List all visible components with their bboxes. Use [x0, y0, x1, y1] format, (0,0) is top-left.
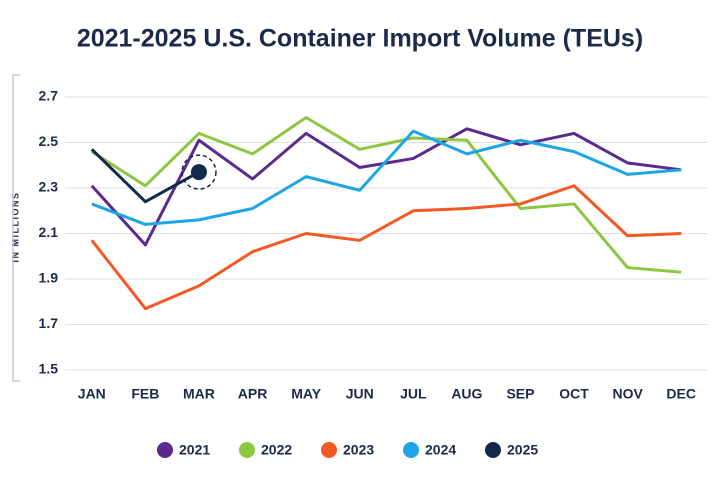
series-line: [91, 129, 682, 226]
legend-swatch: [403, 442, 419, 458]
y-tick-label: 1.7: [39, 315, 59, 331]
x-tick-label: SEP: [506, 386, 534, 402]
x-tick-label: OCT: [559, 386, 589, 402]
y-axis-label: IN MILLIONS: [10, 192, 20, 263]
y-tick-label: 2.5: [39, 133, 59, 149]
highlight-ring: [181, 154, 217, 190]
axis-bracket: [12, 74, 20, 382]
x-tick-label: DEC: [666, 386, 696, 402]
x-tick-label: NOV: [612, 386, 643, 402]
legend-swatch: [485, 442, 501, 458]
y-tick-label: 2.1: [39, 224, 59, 240]
x-tick-label: APR: [238, 386, 268, 402]
x-tick-label: FEB: [131, 386, 159, 402]
y-tick-label: 1.9: [39, 270, 59, 286]
x-tick-label: JUN: [346, 386, 374, 402]
legend-label: 2022: [261, 442, 292, 458]
chart-title: 2021-2025 U.S. Container Import Volume (…: [77, 25, 643, 53]
x-tick-label: MAR: [183, 386, 215, 402]
legend-label: 2025: [507, 442, 538, 458]
y-tick-label: 1.5: [39, 361, 59, 377]
y-tick-label: 2.3: [39, 179, 59, 195]
x-tick-label: MAY: [291, 386, 321, 402]
legend-swatch: [157, 442, 173, 458]
y-tick-label: 2.7: [39, 88, 59, 104]
legend-swatch: [321, 442, 337, 458]
latest-marker: [190, 164, 207, 181]
series-line: [90, 148, 200, 204]
x-tick-label: JAN: [78, 386, 106, 402]
legend-label: 2021: [179, 442, 210, 458]
series-line: [90, 184, 682, 311]
series-line: [90, 115, 682, 274]
x-tick-label: JUL: [400, 386, 427, 402]
legend-label: 2023: [343, 442, 374, 458]
legend-swatch: [239, 442, 255, 458]
x-tick-label: AUG: [451, 386, 482, 402]
legend-label: 2024: [425, 442, 456, 458]
